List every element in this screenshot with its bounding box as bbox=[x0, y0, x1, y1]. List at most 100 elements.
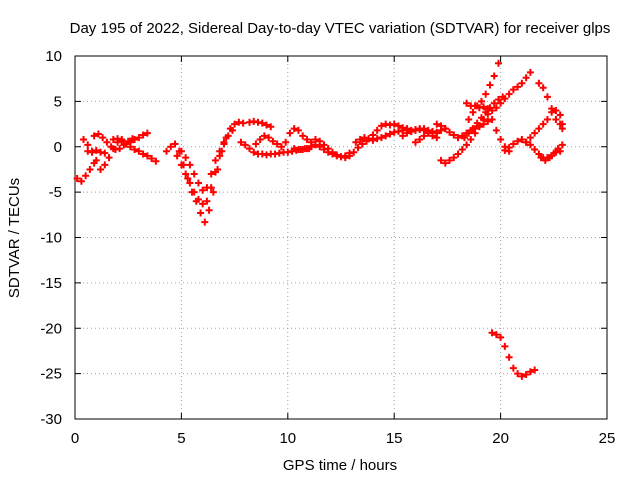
data-point bbox=[209, 188, 217, 196]
series-arc9 bbox=[177, 138, 228, 194]
y-tick-label: -30 bbox=[40, 411, 62, 428]
data-point bbox=[420, 132, 428, 140]
data-point bbox=[407, 127, 415, 135]
data-point bbox=[139, 150, 147, 158]
data-point bbox=[411, 138, 419, 146]
y-tick-label: -10 bbox=[40, 230, 62, 247]
data-point bbox=[101, 149, 109, 157]
data-point bbox=[256, 135, 264, 143]
data-point bbox=[231, 120, 239, 128]
data-point bbox=[99, 134, 107, 142]
x-tick-label: 0 bbox=[71, 430, 79, 447]
data-point bbox=[131, 135, 139, 143]
x-tick-label: 25 bbox=[599, 430, 616, 447]
data-point bbox=[537, 154, 545, 162]
series-arc28 bbox=[537, 141, 566, 164]
data-point bbox=[486, 81, 494, 89]
chart-title: Day 195 of 2022, Sidereal Day-to-day VTE… bbox=[70, 20, 611, 37]
data-point bbox=[197, 209, 205, 217]
data-point bbox=[522, 74, 530, 82]
data-point bbox=[492, 104, 500, 112]
data-point bbox=[194, 179, 202, 187]
data-point bbox=[90, 132, 98, 140]
data-point bbox=[494, 96, 502, 104]
data-point bbox=[177, 161, 185, 169]
data-point bbox=[552, 106, 560, 114]
data-point bbox=[139, 131, 147, 139]
data-point bbox=[505, 353, 513, 361]
y-axis-label: SDTVAR / TECUs bbox=[6, 178, 23, 298]
data-point bbox=[490, 99, 498, 107]
data-point bbox=[488, 116, 496, 124]
data-point bbox=[294, 126, 302, 134]
data-point bbox=[382, 132, 390, 140]
data-point bbox=[199, 186, 207, 194]
series-arc11 bbox=[245, 117, 275, 131]
data-point bbox=[211, 168, 219, 176]
data-point bbox=[84, 141, 92, 149]
data-point bbox=[269, 137, 277, 145]
data-point bbox=[341, 154, 349, 162]
data-point bbox=[475, 123, 483, 131]
data-point bbox=[328, 150, 336, 158]
data-point bbox=[450, 154, 458, 162]
data-point bbox=[299, 132, 307, 140]
data-point bbox=[94, 130, 102, 138]
series-arc29 bbox=[488, 329, 539, 380]
data-point bbox=[239, 119, 247, 127]
data-point bbox=[207, 170, 215, 178]
data-point bbox=[535, 125, 543, 133]
data-point bbox=[482, 108, 490, 116]
data-point bbox=[535, 150, 543, 158]
data-point bbox=[467, 135, 475, 143]
data-point bbox=[477, 114, 485, 122]
data-point bbox=[152, 157, 160, 165]
data-point bbox=[350, 148, 358, 156]
data-point bbox=[358, 140, 366, 148]
data-point bbox=[163, 147, 171, 155]
data-point bbox=[135, 147, 143, 155]
data-point bbox=[82, 172, 90, 180]
data-point bbox=[277, 143, 285, 151]
data-point bbox=[205, 206, 213, 214]
data-point bbox=[211, 156, 219, 164]
data-point bbox=[546, 154, 554, 162]
x-tick-label: 5 bbox=[177, 430, 185, 447]
data-point bbox=[458, 145, 466, 153]
grid bbox=[75, 56, 607, 419]
data-point bbox=[369, 136, 377, 144]
data-point bbox=[441, 125, 449, 133]
y-tick-label: -15 bbox=[40, 275, 62, 292]
data-point bbox=[377, 122, 385, 130]
data-point bbox=[433, 134, 441, 142]
data-point bbox=[526, 68, 534, 76]
data-point bbox=[518, 372, 526, 380]
data-point bbox=[186, 161, 194, 169]
data-point bbox=[477, 97, 485, 105]
data-point bbox=[107, 143, 115, 151]
data-point bbox=[92, 156, 100, 164]
data-point bbox=[260, 132, 268, 140]
x-tick-label: 20 bbox=[492, 430, 509, 447]
data-point bbox=[320, 145, 328, 153]
data-point bbox=[303, 135, 311, 143]
data-point bbox=[543, 93, 551, 101]
data-point bbox=[135, 134, 143, 142]
data-point bbox=[531, 366, 539, 374]
data-point bbox=[463, 99, 471, 107]
data-point bbox=[201, 218, 209, 226]
data-point bbox=[514, 137, 522, 145]
data-point bbox=[437, 122, 445, 130]
x-axis-label: GPS time / hours bbox=[283, 457, 397, 474]
data-point bbox=[535, 79, 543, 87]
series-arc4 bbox=[84, 146, 109, 157]
data-point bbox=[446, 156, 454, 164]
data-point bbox=[437, 156, 445, 164]
series-arc21 bbox=[465, 59, 502, 124]
series-arc7 bbox=[163, 118, 247, 226]
data-point bbox=[190, 188, 198, 196]
data-point bbox=[346, 152, 354, 160]
data-point bbox=[497, 135, 505, 143]
data-point bbox=[250, 148, 258, 156]
data-point bbox=[465, 129, 473, 137]
